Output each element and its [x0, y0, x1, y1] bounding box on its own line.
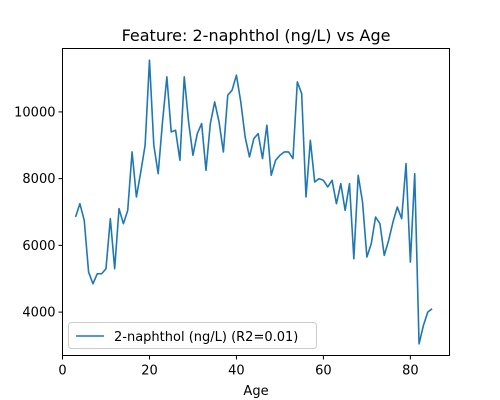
x-tick-label: 60	[315, 364, 332, 379]
plot-frame	[62, 48, 450, 356]
x-tick-label: 20	[141, 364, 158, 379]
y-axis-ticks: 4000 6000 8000 10000	[14, 105, 63, 321]
x-tick-label: 80	[402, 364, 419, 379]
x-tick-label: 40	[228, 364, 245, 379]
plot-lines	[74, 59, 433, 345]
series-line-0	[74, 59, 433, 345]
y-tick-label: 6000	[22, 239, 55, 254]
x-tick-label: 0	[58, 364, 66, 379]
legend: 2-naphthol (ng/L) (R2=0.01)	[68, 322, 317, 349]
x-axis-label: Age	[243, 384, 268, 399]
y-tick-label: 10000	[14, 105, 55, 120]
y-tick-label: 8000	[22, 172, 55, 187]
y-tick-label: 4000	[22, 306, 55, 321]
x-axis-ticks: 0 20 40 60 80	[58, 355, 419, 379]
chart-title: Feature: 2-naphthol (ng/L) vs Age	[122, 26, 391, 45]
legend-label: 2-naphthol (ng/L) (R2=0.01)	[114, 330, 298, 345]
legend-box	[68, 322, 317, 349]
